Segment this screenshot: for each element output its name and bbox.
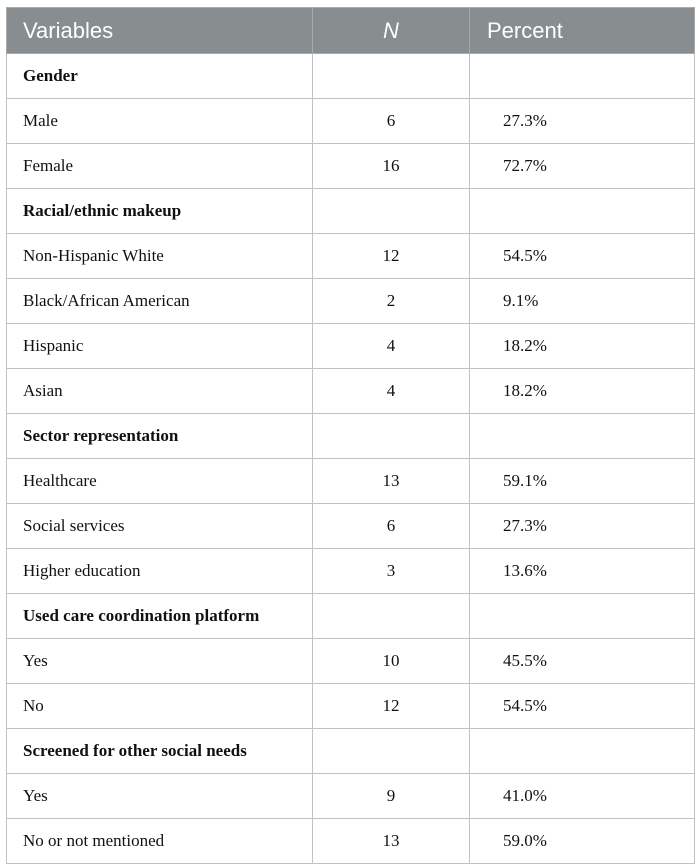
- variable-cell: Black/African American: [6, 278, 313, 324]
- table-row: Non-Hispanic White 12 54.5%: [6, 233, 695, 279]
- empty-cell: [312, 728, 470, 774]
- table-row: Male 6 27.3%: [6, 98, 695, 144]
- variable-cell: Male: [6, 98, 313, 144]
- percent-cell: 59.1%: [469, 458, 695, 504]
- n-cell: 4: [312, 323, 470, 369]
- table-row: Social services 6 27.3%: [6, 503, 695, 549]
- table-row: Yes 9 41.0%: [6, 773, 695, 819]
- section-label: Sector representation: [6, 413, 313, 459]
- variable-cell: Social services: [6, 503, 313, 549]
- table-row: Yes 10 45.5%: [6, 638, 695, 684]
- variable-cell: Non-Hispanic White: [6, 233, 313, 279]
- variable-cell: Healthcare: [6, 458, 313, 504]
- table-row: Higher education 3 13.6%: [6, 548, 695, 594]
- percent-cell: 18.2%: [469, 368, 695, 414]
- table-body: Gender Male 6 27.3% Female 16 72.7% Racial/ethn…: [6, 53, 695, 864]
- section-label: Racial/ethnic makeup: [6, 188, 313, 234]
- empty-cell: [312, 53, 470, 99]
- variable-cell: No: [6, 683, 313, 729]
- n-cell: 4: [312, 368, 470, 414]
- section-row: Used care coordination platform: [6, 593, 695, 639]
- header-n: N: [312, 7, 470, 54]
- table-row: No or not mentioned 13 59.0%: [6, 818, 695, 864]
- table-row: Asian 4 18.2%: [6, 368, 695, 414]
- n-cell: 16: [312, 143, 470, 189]
- percent-cell: 27.3%: [469, 503, 695, 549]
- section-label: Used care coordination platform: [6, 593, 313, 639]
- demographics-table: Variables N Percent Gender Male 6 27.3% Fema…: [6, 7, 695, 864]
- percent-cell: 59.0%: [469, 818, 695, 864]
- n-cell: 13: [312, 818, 470, 864]
- n-cell: 12: [312, 233, 470, 279]
- n-cell: 10: [312, 638, 470, 684]
- variable-cell: Yes: [6, 638, 313, 684]
- n-cell: 12: [312, 683, 470, 729]
- section-row: Racial/ethnic makeup: [6, 188, 695, 234]
- n-cell: 9: [312, 773, 470, 819]
- section-row: Gender: [6, 53, 695, 99]
- variable-cell: Asian: [6, 368, 313, 414]
- empty-cell: [469, 728, 695, 774]
- empty-cell: [312, 593, 470, 639]
- percent-cell: 72.7%: [469, 143, 695, 189]
- table-row: Female 16 72.7%: [6, 143, 695, 189]
- header-row: Variables N Percent: [6, 7, 695, 54]
- percent-cell: 54.5%: [469, 683, 695, 729]
- table-row: Black/African American 2 9.1%: [6, 278, 695, 324]
- section-row: Screened for other social needs: [6, 728, 695, 774]
- section-label: Gender: [6, 53, 313, 99]
- table-row: Healthcare 13 59.1%: [6, 458, 695, 504]
- empty-cell: [312, 413, 470, 459]
- percent-cell: 54.5%: [469, 233, 695, 279]
- percent-cell: 27.3%: [469, 98, 695, 144]
- empty-cell: [469, 53, 695, 99]
- variable-cell: Yes: [6, 773, 313, 819]
- empty-cell: [469, 413, 695, 459]
- n-cell: 6: [312, 503, 470, 549]
- section-row: Sector representation: [6, 413, 695, 459]
- variable-cell: Higher education: [6, 548, 313, 594]
- variable-cell: No or not mentioned: [6, 818, 313, 864]
- empty-cell: [312, 188, 470, 234]
- n-cell: 2: [312, 278, 470, 324]
- section-label: Screened for other social needs: [6, 728, 313, 774]
- percent-cell: 45.5%: [469, 638, 695, 684]
- empty-cell: [469, 188, 695, 234]
- percent-cell: 41.0%: [469, 773, 695, 819]
- n-cell: 6: [312, 98, 470, 144]
- header-percent: Percent: [469, 7, 695, 54]
- percent-cell: 13.6%: [469, 548, 695, 594]
- n-cell: 3: [312, 548, 470, 594]
- table-row: Hispanic 4 18.2%: [6, 323, 695, 369]
- table-header: Variables N Percent: [6, 7, 695, 54]
- empty-cell: [469, 593, 695, 639]
- variable-cell: Female: [6, 143, 313, 189]
- percent-cell: 9.1%: [469, 278, 695, 324]
- table-row: No 12 54.5%: [6, 683, 695, 729]
- header-variables: Variables: [6, 7, 313, 54]
- percent-cell: 18.2%: [469, 323, 695, 369]
- variable-cell: Hispanic: [6, 323, 313, 369]
- n-cell: 13: [312, 458, 470, 504]
